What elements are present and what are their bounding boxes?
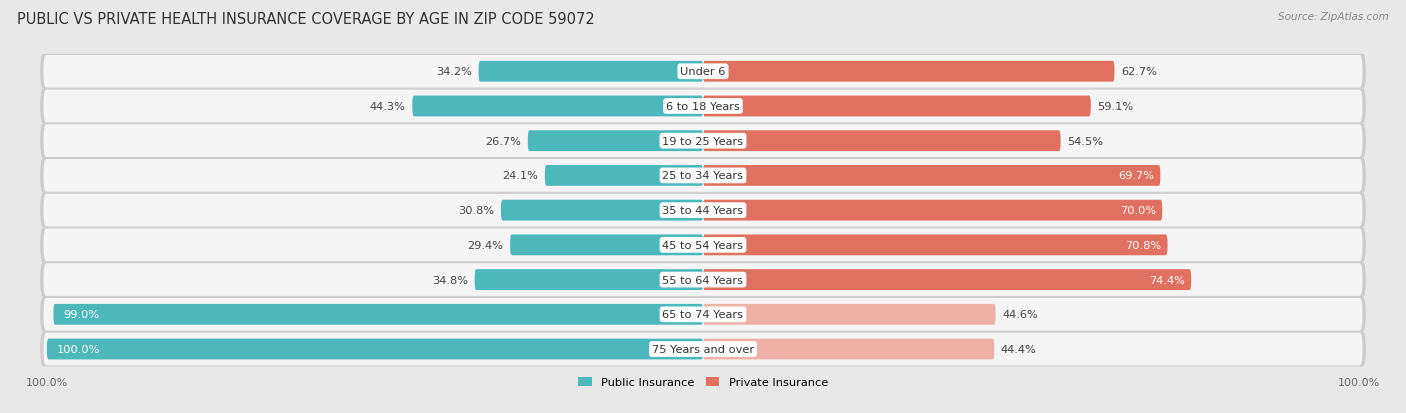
FancyBboxPatch shape (41, 193, 1365, 228)
FancyBboxPatch shape (501, 200, 703, 221)
FancyBboxPatch shape (44, 333, 1362, 366)
FancyBboxPatch shape (703, 62, 1115, 83)
Legend: Public Insurance, Private Insurance: Public Insurance, Private Insurance (574, 372, 832, 392)
FancyBboxPatch shape (478, 62, 703, 83)
FancyBboxPatch shape (703, 339, 994, 360)
Text: 45 to 54 Years: 45 to 54 Years (662, 240, 744, 250)
Text: PUBLIC VS PRIVATE HEALTH INSURANCE COVERAGE BY AGE IN ZIP CODE 59072: PUBLIC VS PRIVATE HEALTH INSURANCE COVER… (17, 12, 595, 27)
Text: 44.3%: 44.3% (370, 102, 406, 112)
FancyBboxPatch shape (41, 159, 1365, 193)
FancyBboxPatch shape (703, 235, 1167, 256)
FancyBboxPatch shape (44, 160, 1362, 192)
FancyBboxPatch shape (44, 298, 1362, 331)
Text: 65 to 74 Years: 65 to 74 Years (662, 310, 744, 320)
FancyBboxPatch shape (41, 332, 1365, 366)
FancyBboxPatch shape (703, 270, 1191, 290)
FancyBboxPatch shape (44, 56, 1362, 88)
FancyBboxPatch shape (41, 124, 1365, 159)
FancyBboxPatch shape (44, 195, 1362, 227)
Text: 75 Years and over: 75 Years and over (652, 344, 754, 354)
Text: 70.8%: 70.8% (1125, 240, 1161, 250)
FancyBboxPatch shape (527, 131, 703, 152)
Text: 44.4%: 44.4% (1001, 344, 1036, 354)
Text: 29.4%: 29.4% (468, 240, 503, 250)
Text: 24.1%: 24.1% (502, 171, 538, 181)
FancyBboxPatch shape (53, 304, 703, 325)
Text: 62.7%: 62.7% (1121, 67, 1157, 77)
FancyBboxPatch shape (546, 166, 703, 186)
FancyBboxPatch shape (46, 339, 703, 360)
Text: 34.8%: 34.8% (432, 275, 468, 285)
FancyBboxPatch shape (41, 89, 1365, 124)
FancyBboxPatch shape (44, 263, 1362, 296)
Text: 30.8%: 30.8% (458, 206, 495, 216)
FancyBboxPatch shape (703, 304, 995, 325)
FancyBboxPatch shape (41, 263, 1365, 297)
FancyBboxPatch shape (703, 200, 1163, 221)
Text: 6 to 18 Years: 6 to 18 Years (666, 102, 740, 112)
Text: 69.7%: 69.7% (1118, 171, 1154, 181)
FancyBboxPatch shape (412, 96, 703, 117)
Text: Source: ZipAtlas.com: Source: ZipAtlas.com (1278, 12, 1389, 22)
FancyBboxPatch shape (44, 229, 1362, 261)
Text: 34.2%: 34.2% (436, 67, 472, 77)
Text: 100.0%: 100.0% (56, 344, 100, 354)
Text: 55 to 64 Years: 55 to 64 Years (662, 275, 744, 285)
FancyBboxPatch shape (510, 235, 703, 256)
Text: 25 to 34 Years: 25 to 34 Years (662, 171, 744, 181)
Text: 99.0%: 99.0% (63, 310, 100, 320)
FancyBboxPatch shape (44, 90, 1362, 123)
FancyBboxPatch shape (41, 228, 1365, 263)
Text: 59.1%: 59.1% (1097, 102, 1133, 112)
FancyBboxPatch shape (703, 166, 1160, 186)
Text: 54.5%: 54.5% (1067, 136, 1104, 146)
Text: 70.0%: 70.0% (1119, 206, 1156, 216)
Text: 74.4%: 74.4% (1149, 275, 1185, 285)
FancyBboxPatch shape (41, 55, 1365, 89)
FancyBboxPatch shape (703, 131, 1060, 152)
Text: 35 to 44 Years: 35 to 44 Years (662, 206, 744, 216)
FancyBboxPatch shape (41, 297, 1365, 332)
Text: 44.6%: 44.6% (1002, 310, 1038, 320)
FancyBboxPatch shape (475, 270, 703, 290)
FancyBboxPatch shape (44, 125, 1362, 158)
Text: 19 to 25 Years: 19 to 25 Years (662, 136, 744, 146)
Text: Under 6: Under 6 (681, 67, 725, 77)
FancyBboxPatch shape (703, 96, 1091, 117)
Text: 26.7%: 26.7% (485, 136, 522, 146)
